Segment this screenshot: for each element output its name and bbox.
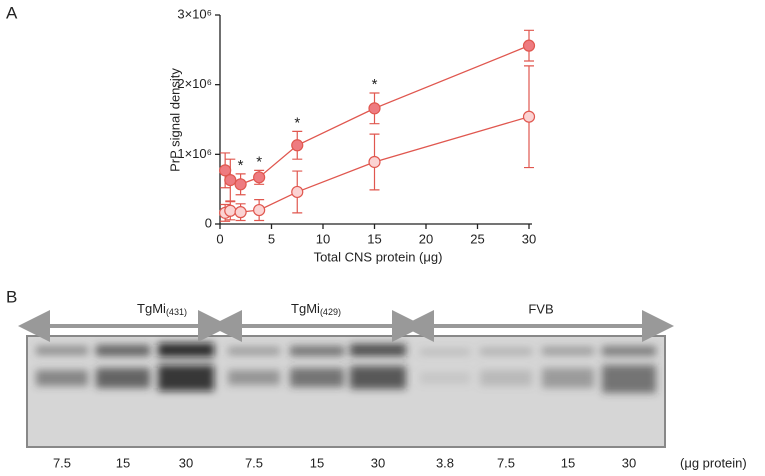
data-point: [368, 102, 381, 115]
data-point: [253, 171, 266, 184]
data-point: [368, 155, 381, 169]
x-tick-label: 20: [419, 231, 433, 246]
data-point: [219, 164, 232, 177]
data-point: [522, 39, 536, 52]
lane-label: 15: [561, 455, 575, 470]
x-tick-label: 25: [470, 231, 484, 246]
x-tick-label: 5: [268, 231, 275, 246]
lane-label: 30: [179, 455, 193, 470]
lane-label: 7.5: [245, 455, 263, 470]
panel-label: B: [6, 287, 17, 306]
y-tick-label: 0: [205, 215, 212, 230]
bands: [36, 343, 656, 393]
data-point: [224, 174, 237, 187]
lane-label: 15: [116, 455, 130, 470]
lane-label: 15: [310, 455, 324, 470]
data-point: [224, 204, 237, 217]
unit-label: (μg protein): [680, 455, 747, 470]
data-point: [522, 110, 536, 123]
panel-label: A: [6, 3, 18, 22]
plot: 0 5 10 15 20 25 30 0 1×10⁶ 2×10⁶ 3×10⁶ * * * *: [177, 6, 536, 246]
lane-label: 30: [371, 455, 385, 470]
y-tick-label: 3×10⁶: [177, 6, 212, 21]
group-label: TgMi(431): [137, 301, 187, 317]
data-point: [291, 139, 304, 152]
annotation: *: [256, 153, 262, 170]
x-tick-label: 30: [522, 231, 536, 246]
data-point: [291, 185, 304, 199]
lane-label: 30: [622, 455, 636, 470]
data-point: [234, 178, 247, 191]
data-point: [253, 203, 266, 217]
x-tick-label: 10: [316, 231, 330, 246]
y-tick-label: 2×10⁶: [177, 76, 212, 91]
lane-label: 7.5: [53, 455, 71, 470]
y-axis-label: PrP signal density: [167, 68, 182, 172]
y-tick-label: 1×10⁶: [177, 146, 212, 161]
group-label: FVB: [528, 301, 553, 316]
data-point: [234, 206, 247, 219]
group-label: TgMi(429): [291, 301, 341, 317]
annotation: *: [372, 76, 378, 93]
annotation: *: [238, 157, 244, 174]
lane-label: 3.8: [436, 455, 454, 470]
x-tick-label: 0: [216, 231, 223, 246]
annotation: *: [294, 114, 300, 131]
x-tick-label: 15: [367, 231, 381, 246]
blot: TgMi(431) TgMi(429) FVB (μg protein): [18, 301, 747, 470]
lane-label: 7.5: [497, 455, 515, 470]
x-axis-label: Total CNS protein (μg): [314, 249, 443, 264]
